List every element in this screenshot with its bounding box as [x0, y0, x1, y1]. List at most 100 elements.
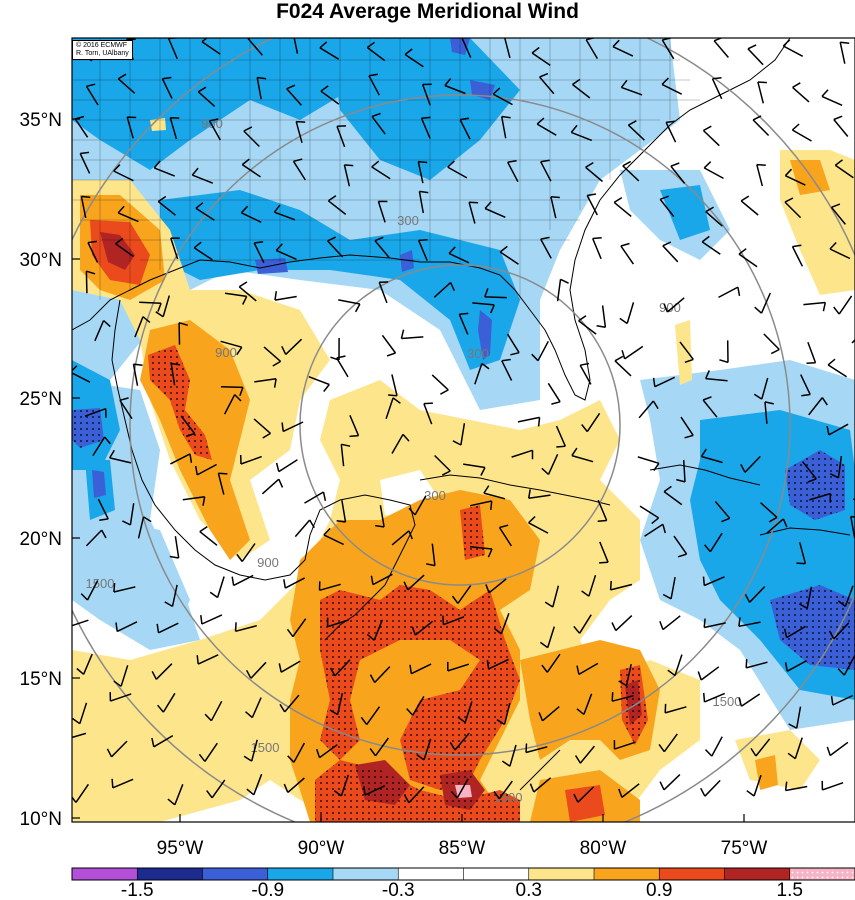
wind-barb: [637, 456, 660, 472]
wind-barb: [320, 85, 340, 105]
wind-barb: [196, 654, 219, 665]
wind-barb: [169, 536, 180, 559]
wind-barb: [201, 38, 221, 55]
wind-barb: [711, 77, 723, 100]
contour-label: 900: [659, 300, 681, 315]
wind-barb: [834, 159, 854, 179]
wind-barb: [747, 44, 764, 66]
wind-barb: [529, 777, 552, 793]
wind-barb: [329, 659, 351, 677]
wind-barb: [525, 743, 548, 754]
wind-barb: [837, 655, 855, 676]
wind-barb: [638, 400, 659, 419]
wind-barb: [170, 362, 181, 386]
wind-barb: [620, 242, 635, 265]
wind-barb: [450, 778, 469, 799]
lon-label: 90°W: [298, 838, 345, 859]
wind-barb: [366, 619, 383, 641]
wind-barb: [461, 38, 472, 58]
wind-barb: [796, 542, 807, 565]
wind-barb: [180, 415, 196, 438]
wind-barb: [370, 573, 393, 586]
wind-barb: [576, 662, 599, 676]
wind-barb: [493, 780, 513, 800]
wind-barb: [738, 693, 761, 707]
wind-barb: [444, 78, 466, 95]
contour-label: 1500: [494, 790, 523, 805]
wind-barb: [752, 115, 770, 137]
wind-barb: [802, 461, 817, 483]
wind-barb: [253, 240, 265, 264]
lat-label: 35°N: [20, 110, 62, 131]
wind-barb: [113, 665, 129, 687]
wind-barb: [787, 737, 803, 760]
wind-barb: [119, 397, 133, 420]
contour-label: 900: [201, 116, 223, 131]
wind-barb: [621, 345, 644, 360]
wind-barb: [283, 777, 305, 793]
wind-barb: [327, 236, 344, 258]
wind-barb: [281, 421, 304, 433]
wind-barb: [483, 485, 506, 500]
wind-barb: [791, 244, 804, 267]
wind-barb: [404, 48, 424, 68]
wind-barb: [463, 463, 486, 476]
wind-barb: [231, 574, 254, 587]
wind-barb: [378, 281, 389, 304]
wind-barb: [343, 164, 354, 187]
wind-barb: [220, 385, 244, 397]
wind-barb: [217, 472, 228, 495]
wind-barb: [318, 581, 341, 592]
wind-barb: [800, 374, 811, 397]
wind-barb: [784, 168, 806, 186]
wind-barb: [701, 235, 721, 255]
wind-barb: [220, 340, 243, 356]
wind-barb: [579, 362, 592, 385]
wind-barb: [680, 416, 694, 439]
wind-barb: [618, 663, 632, 687]
wind-barb: [806, 341, 817, 364]
wind-barb: [391, 530, 413, 546]
wind-barb: [391, 433, 410, 454]
wind-barb: [223, 394, 242, 415]
wind-barb: [80, 195, 91, 219]
wind-barb: [442, 615, 465, 626]
wind-barb: [286, 618, 307, 637]
wind-barb: [117, 73, 136, 94]
wind-barb: [517, 416, 541, 427]
wind-barb: [614, 355, 632, 377]
wind-barb: [586, 193, 598, 216]
wind-barb: [541, 453, 559, 475]
wind-barb: [295, 120, 306, 143]
wind-barb: [287, 742, 306, 763]
wind-barb: [109, 692, 132, 702]
wind-barb: [663, 485, 683, 506]
wind-barb: [368, 73, 380, 96]
wind-barb: [417, 160, 428, 184]
wind-barb: [92, 436, 111, 457]
wind-barb: [451, 585, 472, 604]
wind-barb: [704, 736, 723, 757]
contour-label: 300: [467, 346, 489, 361]
wind-barb: [418, 238, 428, 261]
wind-barb: [157, 195, 176, 216]
wind-barb: [788, 706, 802, 729]
wind-barb: [452, 423, 466, 446]
wind-barb: [241, 158, 261, 178]
wind-barb: [308, 375, 330, 392]
wind-barb: [206, 779, 226, 799]
credit-line-1: © 2016 ECMWF: [76, 42, 128, 49]
wind-barb: [661, 77, 683, 95]
wind-barb: [85, 529, 107, 547]
colorbar-tick-label: -0.3: [382, 880, 415, 900]
wind-barb: [573, 786, 595, 803]
wind-barb: [323, 527, 345, 546]
wind-barb: [286, 84, 302, 106]
wind-barb: [828, 622, 850, 640]
wind-barb: [782, 39, 804, 57]
wind-barb: [474, 362, 490, 385]
wind-barb: [700, 448, 723, 464]
colorbar-swatch: [267, 867, 334, 881]
colorbar-swatch: [593, 867, 661, 881]
wind-barb: [109, 449, 132, 464]
